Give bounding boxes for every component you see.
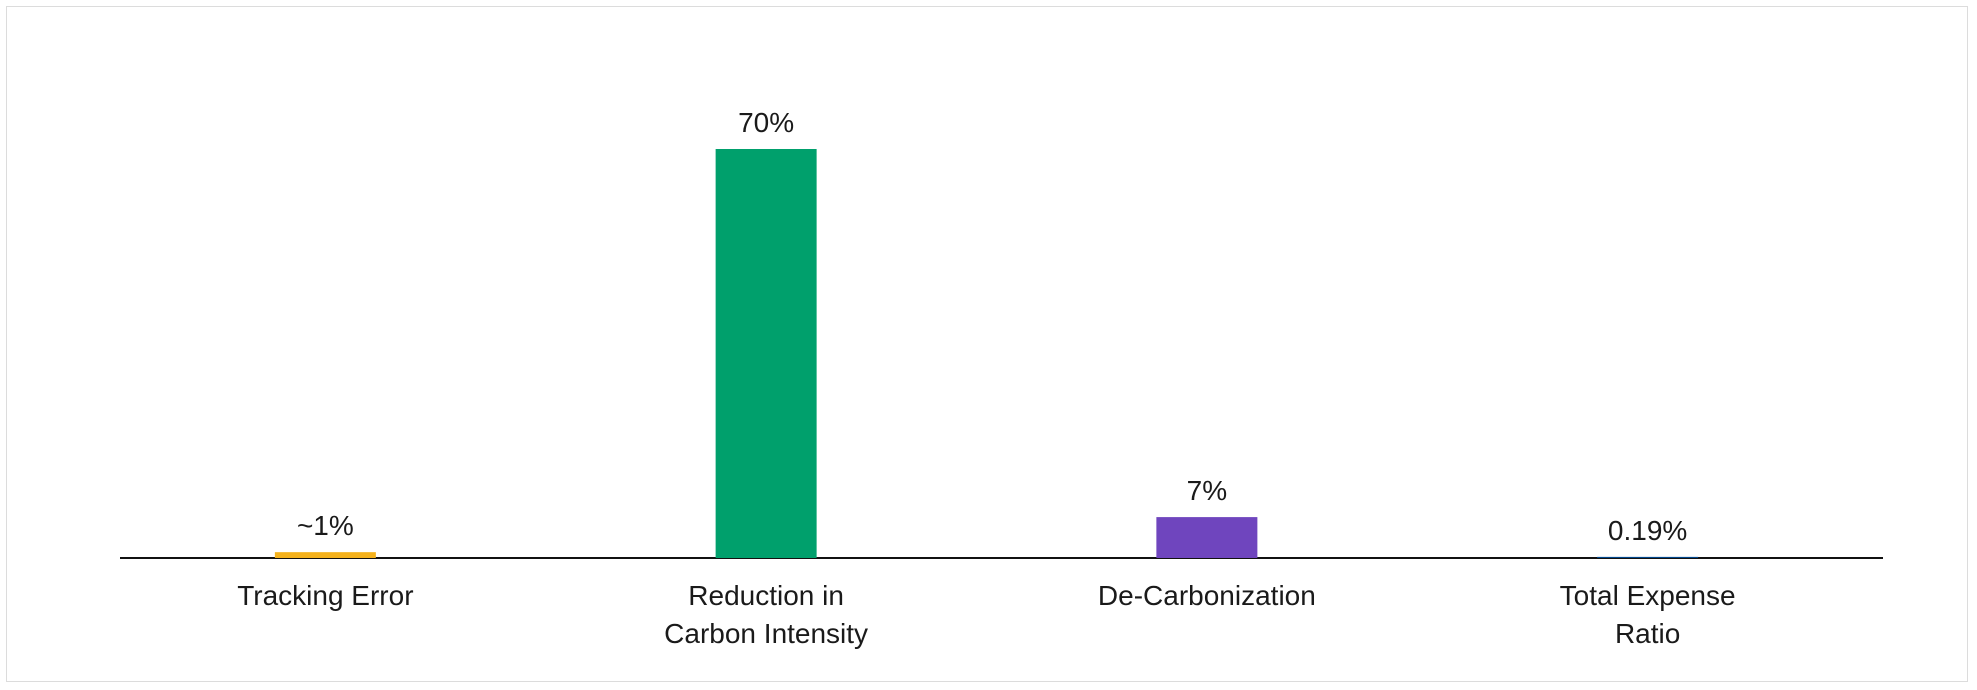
value-label: 0.19% bbox=[1608, 515, 1687, 546]
category-label: Total Expense Ratio bbox=[1559, 580, 1736, 649]
value-label: 70% bbox=[738, 107, 794, 138]
value-label: 7% bbox=[1187, 475, 1227, 506]
bar bbox=[1597, 556, 1699, 558]
category-label: De-Carbonization bbox=[1097, 580, 1316, 611]
bar bbox=[715, 149, 817, 558]
category-label: Reduction in Carbon Intensity bbox=[664, 580, 869, 649]
category-label: Tracking Error bbox=[237, 580, 414, 611]
chart-frame bbox=[6, 6, 1968, 682]
bar bbox=[274, 552, 376, 558]
value-label: ~1% bbox=[297, 510, 354, 541]
bar bbox=[1156, 517, 1258, 558]
